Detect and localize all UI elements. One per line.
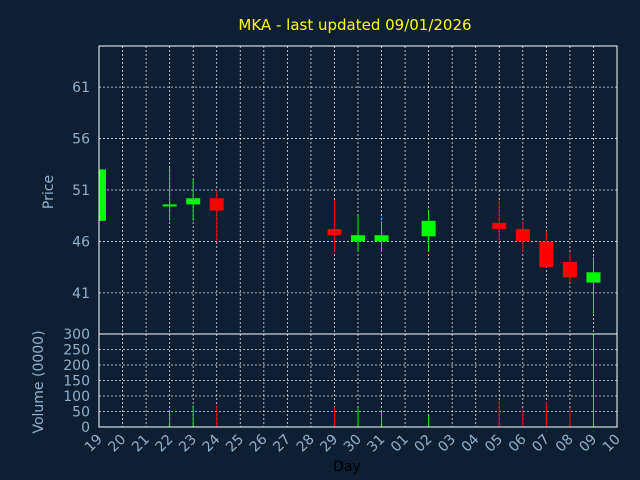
x-tick-label: 30	[341, 432, 365, 456]
chart-title: MKA - last updated 09/01/2026	[238, 16, 471, 34]
x-tick-label: 04	[459, 431, 483, 455]
x-tick-label: 26	[247, 431, 271, 455]
x-tick-label: 20	[105, 432, 129, 456]
x-tick-label: 31	[364, 432, 388, 456]
x-tick-label: 01	[388, 432, 412, 456]
x-tick-label: 10	[600, 432, 624, 456]
x-tick-label: 28	[294, 432, 318, 456]
candle-body	[209, 198, 224, 211]
candle-body	[186, 198, 201, 205]
x-axis: 19 20 21 22 23 24 25 26 27 28 29 30 31 01 02 03 04 05 06 07…	[82, 431, 624, 455]
candle-body	[327, 229, 342, 236]
x-tick-label: 02	[412, 432, 436, 456]
candle-body	[586, 272, 601, 283]
x-tick-label: 03	[435, 432, 459, 456]
x-tick-label: 23	[176, 432, 200, 456]
price-tick-label: 56	[72, 132, 90, 148]
x-axis-label: Day	[333, 459, 361, 475]
candle-body	[492, 222, 507, 230]
x-tick-label: 29	[317, 432, 341, 456]
candle-body	[562, 262, 577, 278]
volume-tick-label: 100	[63, 389, 90, 405]
price-tick-label: 51	[72, 183, 90, 199]
candle-body	[162, 204, 177, 207]
x-tick-label: 25	[223, 432, 247, 456]
price-axis-label: Price	[41, 175, 57, 209]
candle-body	[99, 169, 106, 221]
price-tick-label: 41	[72, 286, 90, 302]
x-tick-label: 22	[153, 432, 177, 456]
x-tick-label: 07	[529, 432, 553, 456]
price-tick-label: 46	[72, 234, 90, 250]
x-tick-label: 09	[576, 432, 600, 456]
volume-tick-label: 0	[81, 420, 90, 436]
volume-frame	[98, 333, 618, 428]
volume-tick-label: 50	[72, 405, 90, 421]
volume-axis-label: Volume (0000)	[31, 330, 47, 433]
candle-body	[421, 220, 436, 237]
price-panel: 41 46 51 56 61	[72, 45, 618, 335]
volume-tick-label: 300	[63, 327, 90, 343]
x-tick-label: 21	[129, 432, 153, 456]
candle-body	[374, 235, 389, 242]
x-tick-label: 08	[553, 432, 577, 456]
x-tick-label: 05	[482, 432, 506, 456]
candle-body	[515, 229, 530, 242]
x-tick-label: 27	[270, 432, 294, 456]
volume-tick-label: 150	[63, 374, 90, 390]
x-tick-label: 24	[200, 431, 224, 455]
volume-tick-label: 200	[63, 358, 90, 374]
x-tick-label: 06	[506, 431, 530, 455]
volume-tick-label: 250	[63, 343, 90, 359]
candle-body	[539, 241, 554, 268]
candle-body	[351, 235, 365, 242]
price-tick-label: 61	[72, 80, 90, 96]
